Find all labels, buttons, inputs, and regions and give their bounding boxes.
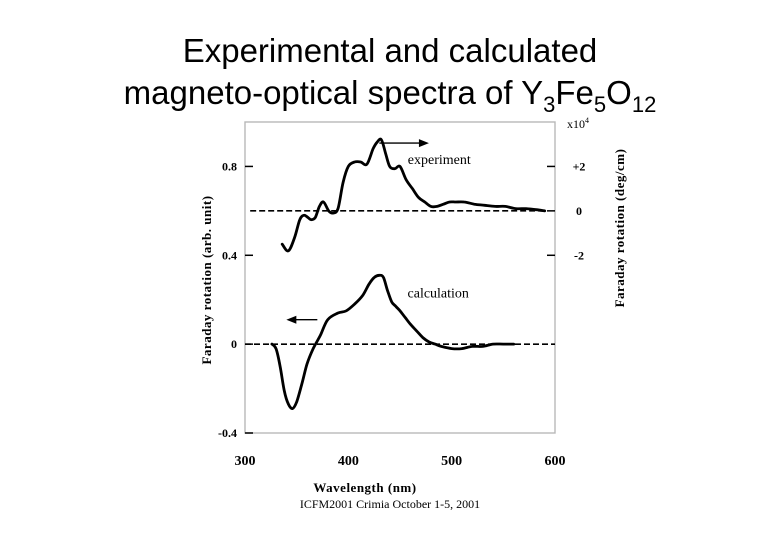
x-tick-label: 400	[338, 454, 359, 469]
title-subscript-3: 12	[632, 92, 656, 117]
title-text-o: O	[606, 74, 632, 111]
right-axis-multiplier-exponent: 4	[585, 116, 589, 125]
left-tick-label: 0.8	[222, 159, 237, 173]
right-axis-multiplier: x104	[567, 116, 589, 131]
experiment-annotation: experiment	[408, 153, 471, 168]
x-tick-label: 300	[235, 454, 256, 469]
footer-text: ICFM2001 Crimia October 1-5, 2001	[300, 497, 480, 511]
left-tick-label: 0.4	[222, 248, 237, 262]
x-tick-label: 600	[545, 454, 566, 469]
right-tick-label: 0	[576, 204, 582, 218]
series-layer: experiment calculation	[270, 137, 547, 411]
right-tick-label: +2	[573, 159, 586, 173]
calculation-arrow-head	[286, 315, 297, 324]
left-tick-label: 0	[231, 337, 237, 351]
experiment-curve	[280, 137, 547, 253]
x-tick-label: 500	[441, 454, 462, 469]
right-tick-label: -2	[574, 248, 584, 262]
ticks-layer: 0.8 0.4 0 -0.4 +2 0 -2 300 400 500 600	[218, 159, 585, 469]
calculation-curve	[270, 273, 516, 411]
baseline-layer	[245, 210, 555, 345]
left-tick-label: -0.4	[218, 426, 237, 440]
x-axis-label: Wavelength (nm)	[313, 480, 416, 495]
calculation-annotation: calculation	[408, 286, 469, 301]
slide-title-line-2: magneto-optical spectra of Y3Fe5O12	[124, 74, 657, 117]
arrow-layer	[286, 139, 429, 324]
plot-frame	[244, 121, 556, 434]
y-axis-left-label: Faraday rotation (arb. unit)	[199, 195, 214, 364]
experiment-arrow-head	[418, 139, 429, 148]
y-axis-right-label: Faraday rotation (deg/cm)	[612, 149, 627, 308]
title-subscript-2: 5	[594, 92, 606, 117]
plot-area: 0.8 0.4 0 -0.4 +2 0 -2 300 400 500 600 experiment c…	[218, 121, 585, 469]
title-text-prefix: magneto-optical spectra of Y	[124, 74, 543, 111]
title-subscript-1: 3	[543, 92, 555, 117]
title-text-fe: Fe	[555, 74, 594, 111]
slide-title-line-1: Experimental and calculated	[183, 32, 598, 69]
right-axis-multiplier-base: x10	[567, 117, 585, 131]
